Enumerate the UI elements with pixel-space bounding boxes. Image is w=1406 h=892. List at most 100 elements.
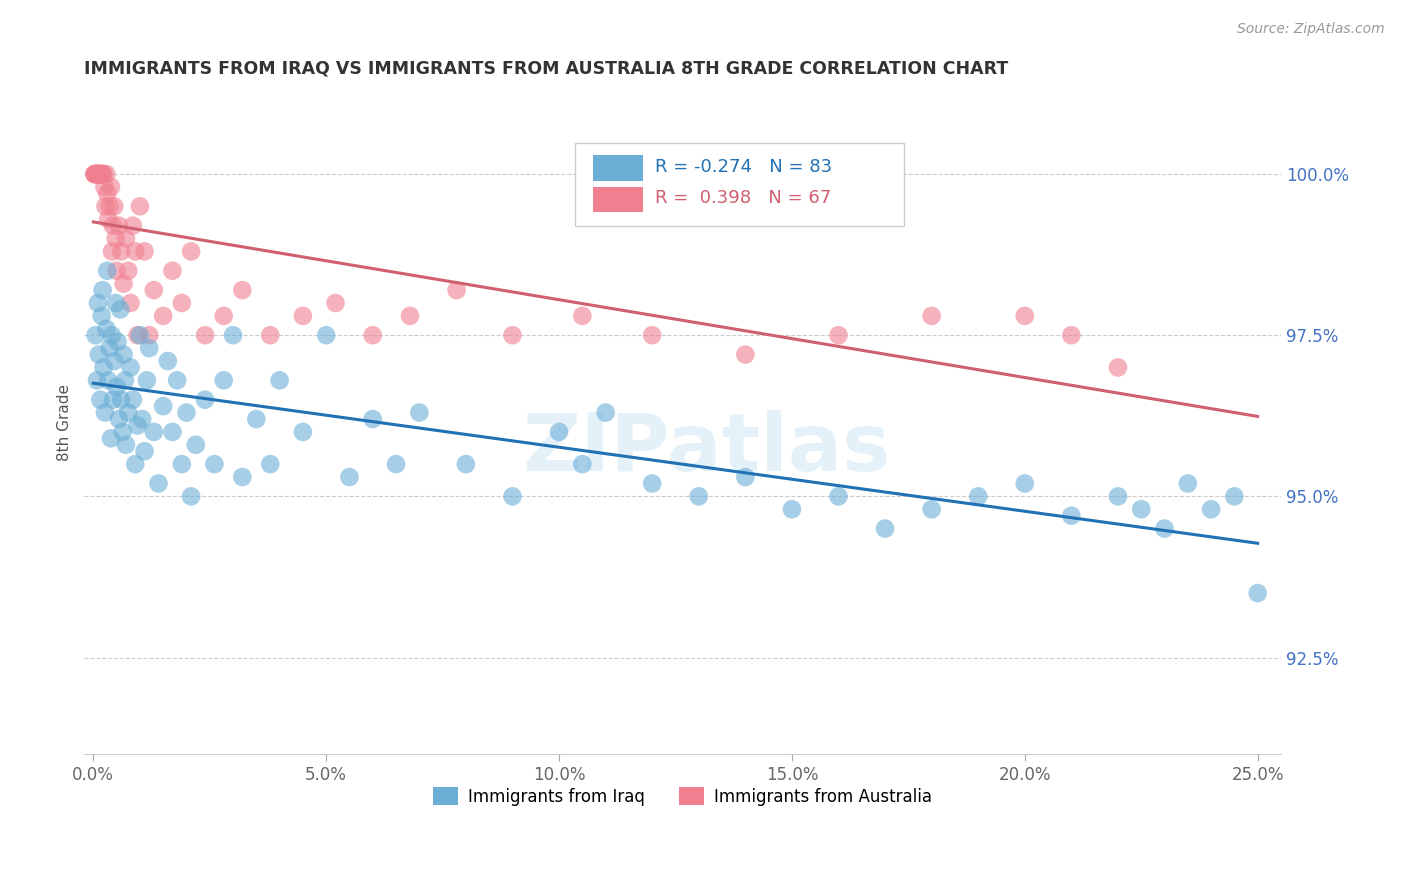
Point [245,412,267,426]
Point [87,167,110,181]
Point [231,470,253,484]
Point [921,502,943,516]
Point [122,219,145,233]
Point [98,199,121,213]
Point [827,328,849,343]
Point [202,457,225,471]
Point [967,489,990,503]
Point [93,180,115,194]
Point [89,167,111,181]
Point [83,167,105,181]
Point [94,199,117,213]
Point [135,373,157,387]
Point [571,309,593,323]
Point [96,322,118,336]
Point [152,399,174,413]
Point [1153,522,1175,536]
Point [1107,489,1129,503]
Point [111,425,134,439]
Point [194,392,217,407]
Point [112,277,135,291]
Point [91,167,114,181]
Point [1199,502,1222,516]
Point [385,457,408,471]
Point [96,264,118,278]
Point [1060,508,1083,523]
Point [1177,476,1199,491]
Point [93,360,115,375]
Point [105,264,128,278]
Point [162,425,184,439]
Point [101,244,124,259]
Point [501,328,523,343]
Point [108,412,131,426]
Point [361,412,384,426]
Point [86,167,108,181]
Point [142,283,165,297]
Point [89,167,111,181]
Point [291,309,314,323]
Text: R = -0.274   N = 83: R = -0.274 N = 83 [655,158,832,176]
Point [110,392,132,407]
Point [100,180,122,194]
Point [112,347,135,361]
Point [780,502,803,516]
Point [734,347,756,361]
Point [134,444,156,458]
Point [117,264,139,278]
Point [86,373,108,387]
Point [152,309,174,323]
Point [100,431,122,445]
Point [104,231,127,245]
Point [162,264,184,278]
Point [259,457,281,471]
Point [325,296,347,310]
Point [115,231,138,245]
FancyBboxPatch shape [593,187,643,212]
Point [194,328,217,343]
Point [104,296,127,310]
Point [87,347,110,361]
Point [641,476,664,491]
Point [87,296,110,310]
Point [90,167,112,181]
Point [595,406,617,420]
Point [1223,489,1246,503]
Point [454,457,477,471]
Point [222,328,245,343]
Point [734,470,756,484]
Point [688,489,710,503]
Point [110,244,132,259]
Point [501,489,523,503]
Point [571,457,593,471]
Point [269,373,291,387]
Point [641,328,664,343]
Point [315,328,337,343]
Point [408,406,430,420]
Point [90,167,112,181]
Point [124,457,146,471]
Point [873,522,896,536]
Point [91,167,114,181]
Point [1014,309,1036,323]
Point [120,360,142,375]
Point [84,167,107,181]
Y-axis label: 8th Grade: 8th Grade [58,384,72,461]
Point [1107,360,1129,375]
Point [156,354,179,368]
Point [86,167,108,181]
Point [114,373,136,387]
Point [176,406,198,420]
FancyBboxPatch shape [575,144,904,227]
Point [170,296,193,310]
Point [170,457,193,471]
Point [87,167,110,181]
Legend: Immigrants from Iraq, Immigrants from Australia: Immigrants from Iraq, Immigrants from Au… [426,780,938,813]
Point [103,199,125,213]
Point [180,244,202,259]
Text: ZIPatlas: ZIPatlas [522,409,890,488]
Point [548,425,571,439]
Point [93,167,115,181]
Point [103,354,125,368]
Point [138,341,160,355]
